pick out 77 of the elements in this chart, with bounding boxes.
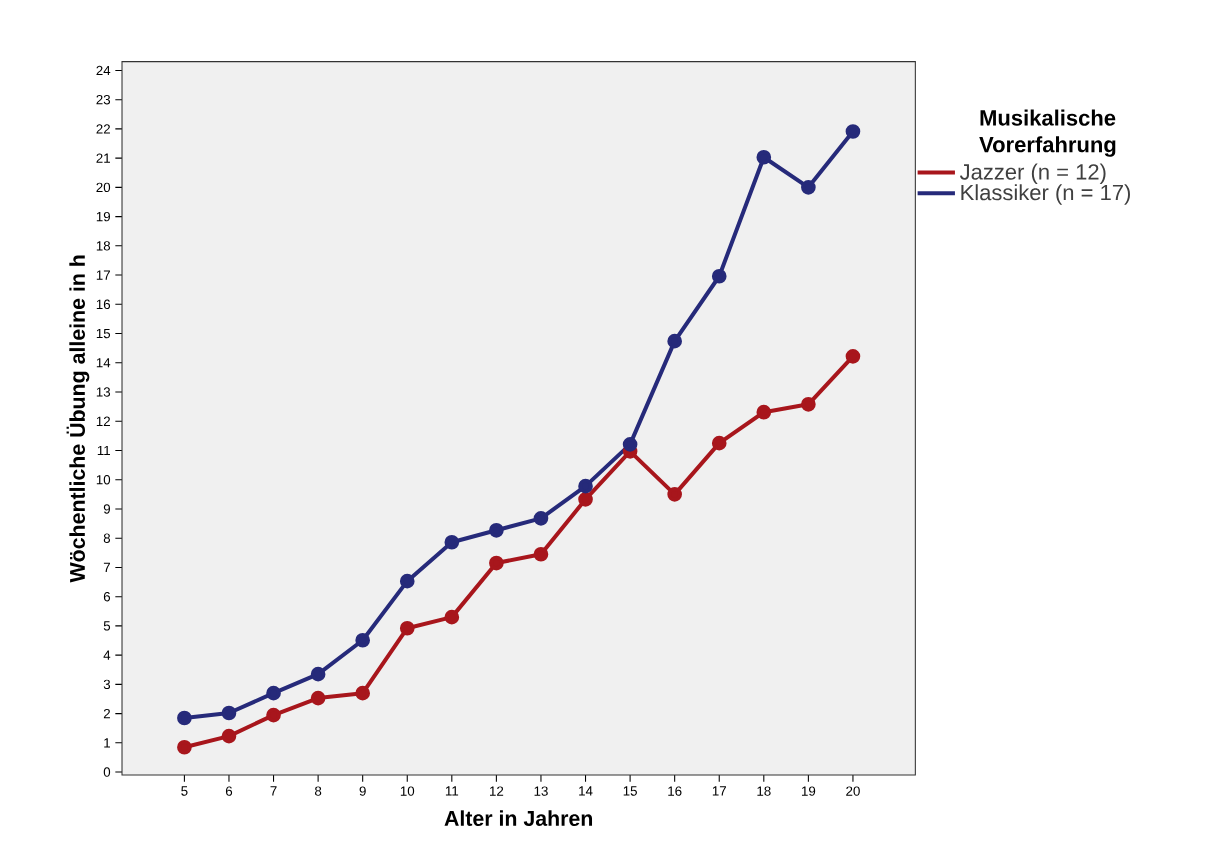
point — [177, 739, 192, 755]
point — [355, 685, 371, 701]
y-tick-label: 5 — [103, 621, 111, 631]
point — [444, 534, 460, 550]
y-tick-label: 22 — [96, 124, 110, 134]
legend-label: Jazzer (n = 12) — [959, 163, 1106, 185]
x-tick-label: 9 — [359, 786, 366, 796]
legend-label: Klassiker (n = 17) — [961, 184, 1130, 205]
x-tick-label: 11 — [445, 786, 459, 796]
y-tick-label: 8 — [103, 533, 111, 543]
point — [845, 349, 861, 364]
y-tick-label: 11 — [97, 445, 110, 456]
x-tick-label: 7 — [270, 786, 277, 796]
y-tick-label: 19 — [96, 211, 111, 222]
point — [578, 491, 593, 507]
x-tick-label: 8 — [314, 786, 322, 796]
x-tick-label: 13 — [534, 786, 548, 796]
y-tick-label: 15 — [96, 328, 111, 339]
point — [221, 728, 237, 744]
point — [711, 435, 727, 451]
y-tick-label: 12 — [96, 416, 110, 426]
point — [310, 666, 326, 682]
y-tick-label: 1 — [104, 738, 110, 748]
point — [266, 685, 281, 701]
point — [801, 396, 816, 412]
y-tick-label: 6 — [103, 591, 111, 602]
point — [533, 546, 549, 562]
y-tick-label: 10 — [96, 475, 111, 485]
y-tick-label: 2 — [103, 708, 110, 719]
point — [667, 333, 682, 349]
point — [801, 180, 816, 195]
point — [489, 555, 504, 571]
point — [756, 149, 772, 165]
y-tick-label: 21 — [96, 153, 110, 163]
point — [310, 690, 326, 706]
point — [489, 522, 504, 538]
x-tick-label: 14 — [579, 786, 593, 796]
point — [845, 124, 861, 139]
y-tick-label: 23 — [96, 94, 111, 105]
point — [399, 573, 415, 589]
point — [578, 478, 593, 494]
point — [667, 487, 682, 502]
legend-title: Musikalische Vorerfahrung — [979, 109, 1116, 157]
point — [355, 632, 371, 648]
y-tick-label: 0 — [103, 767, 111, 777]
point — [711, 268, 727, 284]
x-tick-label: 12 — [490, 786, 504, 796]
point — [756, 404, 772, 420]
y-tick-label: 4 — [103, 650, 111, 660]
y-tick-label: 13 — [96, 387, 111, 397]
y-axis-title: Wöchentliche Übung alleine in h — [66, 255, 90, 583]
x-tick-label: 20 — [846, 786, 860, 796]
y-tick-label: 9 — [103, 504, 111, 514]
y-tick-label: 3 — [103, 679, 111, 690]
y-tick-label: 20 — [96, 182, 111, 193]
x-tick-label: 16 — [668, 786, 682, 796]
y-tick-label: 24 — [96, 65, 111, 76]
y-tick-label: 17 — [96, 270, 110, 280]
point — [399, 620, 415, 636]
x-tick-label: 18 — [757, 786, 771, 796]
x-tick-label: 19 — [801, 786, 816, 796]
point — [444, 609, 460, 625]
x-tick-label: 15 — [623, 786, 637, 796]
x-tick-label: 10 — [400, 786, 415, 796]
y-tick-label: 18 — [96, 241, 111, 251]
point — [177, 710, 192, 726]
point — [533, 510, 549, 526]
x-tick-label: 6 — [225, 786, 233, 796]
y-tick-label: 16 — [96, 299, 111, 310]
x-tick-label: 5 — [181, 786, 188, 796]
x-axis-title: Alter in Jahren — [444, 810, 593, 826]
x-tick-label: 17 — [712, 786, 726, 796]
point — [622, 437, 638, 452]
point — [221, 705, 237, 721]
y-tick-label: 7 — [103, 562, 110, 573]
y-tick-label: 14 — [96, 358, 111, 368]
point — [266, 707, 281, 723]
